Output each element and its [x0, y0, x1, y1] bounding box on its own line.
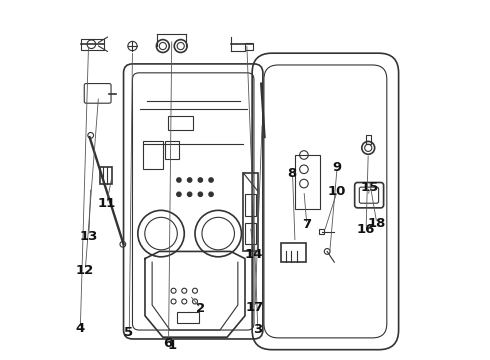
- Bar: [281, 243, 306, 262]
- Text: 14: 14: [245, 248, 263, 261]
- Text: 9: 9: [332, 161, 342, 174]
- Bar: [177, 312, 198, 323]
- Text: 10: 10: [328, 185, 346, 198]
- Bar: [295, 155, 320, 208]
- Text: 5: 5: [124, 326, 133, 339]
- Text: 17: 17: [245, 301, 264, 314]
- Bar: [168, 116, 193, 130]
- Text: 6: 6: [164, 337, 173, 350]
- Bar: [243, 173, 258, 251]
- Circle shape: [198, 192, 202, 197]
- Bar: [245, 223, 256, 244]
- Circle shape: [209, 178, 213, 182]
- Circle shape: [87, 40, 96, 49]
- Text: 1: 1: [167, 338, 176, 351]
- Text: 8: 8: [288, 167, 297, 180]
- Text: 18: 18: [368, 217, 386, 230]
- Text: 7: 7: [302, 218, 311, 231]
- Circle shape: [177, 178, 181, 182]
- Text: 4: 4: [75, 323, 85, 336]
- Bar: [319, 229, 323, 234]
- Text: 12: 12: [76, 264, 94, 276]
- Bar: [100, 167, 112, 184]
- Text: 11: 11: [98, 197, 116, 211]
- Text: 16: 16: [357, 223, 375, 236]
- Text: 2: 2: [196, 302, 205, 315]
- Bar: [245, 43, 253, 50]
- Text: 3: 3: [253, 323, 262, 336]
- Text: 15: 15: [360, 181, 378, 194]
- Bar: [143, 141, 163, 169]
- Bar: [165, 141, 179, 158]
- Circle shape: [188, 192, 192, 197]
- Text: 13: 13: [79, 230, 98, 243]
- Circle shape: [177, 192, 181, 197]
- Bar: [245, 194, 256, 216]
- Bar: [366, 135, 371, 144]
- Circle shape: [188, 178, 192, 182]
- Bar: [81, 39, 104, 50]
- Circle shape: [209, 192, 213, 197]
- Circle shape: [198, 178, 202, 182]
